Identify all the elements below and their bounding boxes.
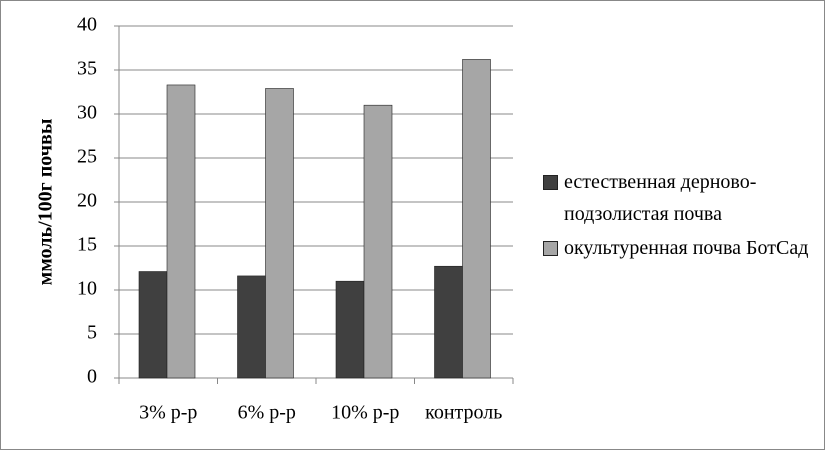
legend-label: естественная дерново-подзолистая почва: [564, 171, 757, 225]
y-tick-label: 15: [77, 234, 97, 256]
legend-label: окультуренная почва БотСад: [564, 237, 809, 259]
y-tick-label: 30: [77, 102, 97, 124]
legend-swatch: [543, 241, 558, 256]
legend: естественная дерново-подзолистая почва ок…: [543, 166, 813, 266]
y-tick-label: 10: [77, 278, 97, 300]
x-tick-label: контроль: [425, 402, 502, 424]
y-tick-label: 5: [87, 322, 97, 344]
x-tick-label: 3% р-р: [139, 402, 197, 424]
y-axis-title: ммоль/100г почвы: [35, 118, 57, 285]
y-tick-label: 25: [77, 146, 97, 168]
x-tick-label: 6% р-р: [238, 402, 296, 424]
legend-item: окультуренная почва БотСад: [543, 232, 813, 264]
bar: [462, 59, 491, 379]
legend-item: естественная дерново-подзолистая почва: [543, 166, 813, 230]
bar: [138, 271, 168, 379]
bar: [166, 84, 196, 379]
bar: [237, 275, 266, 379]
bar: [335, 280, 365, 379]
bar: [363, 104, 393, 379]
y-tick-label: 20: [77, 190, 97, 212]
bar: [434, 265, 463, 379]
x-tick-label: 10% р-р: [331, 402, 399, 424]
legend-swatch: [543, 175, 558, 190]
y-tick-label: 40: [77, 14, 97, 36]
y-tick-label: 35: [77, 58, 97, 80]
bar: [265, 88, 294, 379]
y-tick-label: 0: [87, 366, 97, 388]
